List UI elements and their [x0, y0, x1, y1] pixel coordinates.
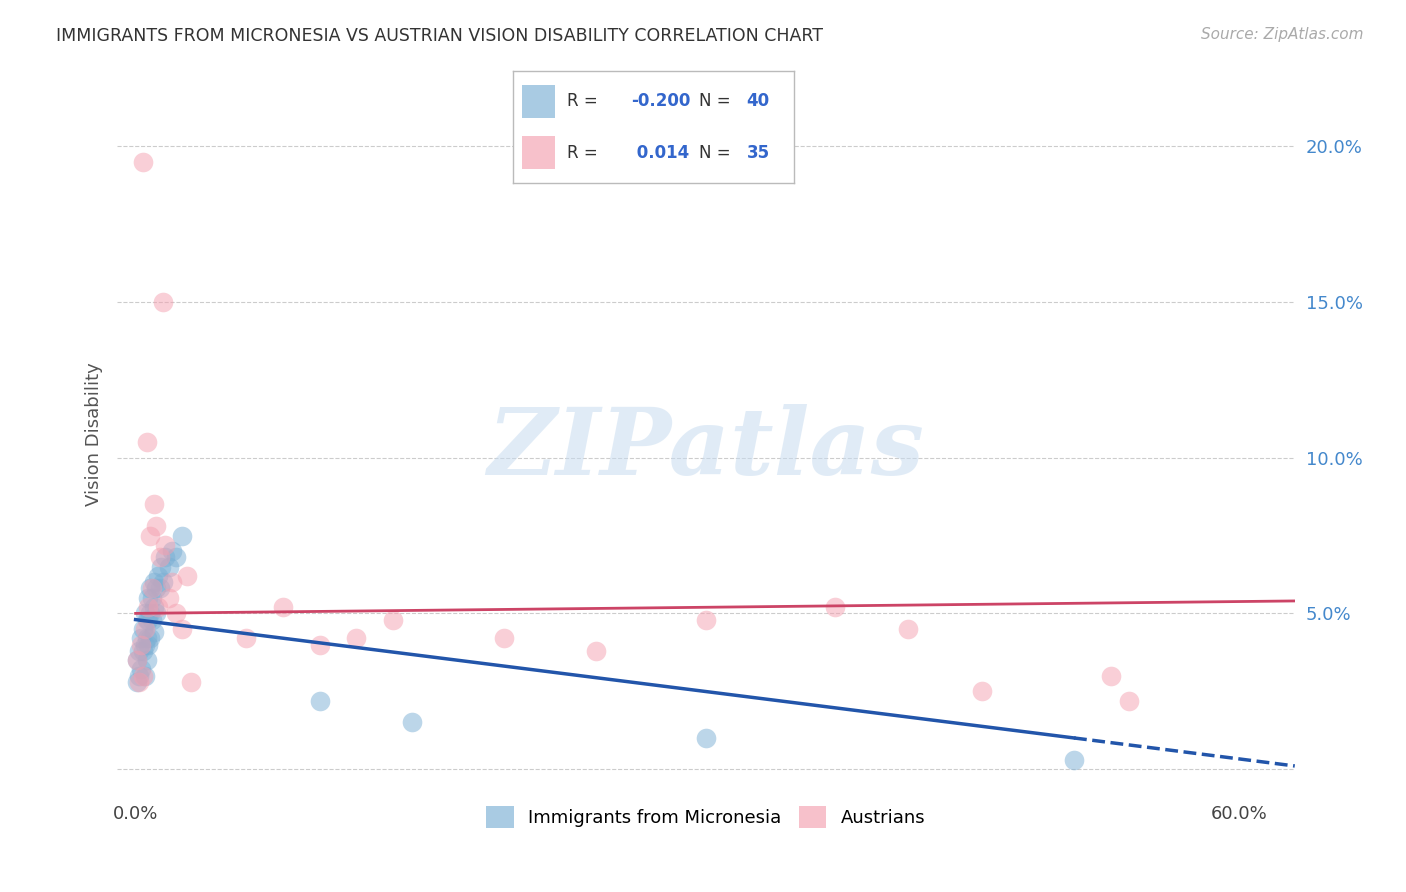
Point [170, 528, 193, 542]
Point [308, 638, 330, 652]
Point [1063, 753, 1085, 767]
Text: N =: N = [699, 144, 730, 161]
Y-axis label: Vision Disability: Vision Disability [86, 362, 103, 507]
Point [135, 613, 157, 627]
Text: Source: ZipAtlas.com: Source: ZipAtlas.com [1201, 27, 1364, 42]
Point [146, 569, 169, 583]
Point [143, 497, 166, 511]
Point [141, 582, 163, 596]
Text: N =: N = [699, 93, 730, 111]
Text: 35: 35 [747, 144, 769, 161]
Point [134, 607, 156, 621]
Point [695, 613, 717, 627]
Point [150, 559, 173, 574]
Point [138, 600, 160, 615]
Point [157, 591, 180, 605]
Point [143, 575, 166, 590]
Point [492, 632, 515, 646]
Point [138, 638, 160, 652]
Point [145, 607, 167, 621]
Text: R =: R = [567, 144, 598, 161]
Point [135, 632, 157, 646]
Point [143, 625, 166, 640]
Point [139, 632, 162, 646]
Point [401, 715, 423, 730]
Point [134, 622, 156, 636]
Text: 0.014: 0.014 [631, 144, 689, 161]
Point [132, 155, 155, 169]
Point [153, 538, 176, 552]
Point [148, 582, 170, 596]
Point [141, 591, 163, 605]
Point [128, 668, 150, 682]
Point [128, 644, 150, 658]
Point [148, 550, 170, 565]
Point [170, 622, 193, 636]
Text: ZIPatlas: ZIPatlas [488, 404, 925, 494]
Point [145, 519, 167, 533]
Point [132, 644, 155, 658]
FancyBboxPatch shape [522, 136, 555, 169]
Point [1099, 668, 1122, 682]
Point [824, 600, 846, 615]
Legend: Immigrants from Micronesia, Austrians: Immigrants from Micronesia, Austrians [479, 798, 932, 835]
Point [129, 662, 152, 676]
Point [176, 569, 198, 583]
Point [141, 613, 163, 627]
Point [180, 674, 202, 689]
Point [129, 632, 152, 646]
Point [235, 632, 257, 646]
Text: 40: 40 [747, 93, 769, 111]
Point [134, 668, 156, 682]
Text: -0.200: -0.200 [631, 93, 690, 111]
FancyBboxPatch shape [522, 85, 555, 119]
Point [1118, 693, 1140, 707]
Point [134, 638, 156, 652]
Point [132, 622, 155, 636]
Point [138, 613, 160, 627]
Point [132, 668, 155, 682]
Point [162, 544, 184, 558]
Point [308, 693, 330, 707]
Text: R =: R = [567, 93, 598, 111]
Text: IMMIGRANTS FROM MICRONESIA VS AUSTRIAN VISION DISABILITY CORRELATION CHART: IMMIGRANTS FROM MICRONESIA VS AUSTRIAN V… [56, 27, 824, 45]
Point [139, 582, 162, 596]
Point [127, 653, 149, 667]
Point [344, 632, 367, 646]
Point [695, 731, 717, 745]
Point [135, 435, 157, 450]
Point [585, 644, 607, 658]
Point [970, 684, 993, 698]
Point [152, 575, 174, 590]
Point [165, 607, 187, 621]
Point [127, 674, 149, 689]
Point [146, 600, 169, 615]
Point [382, 613, 405, 627]
Point [145, 582, 167, 596]
Point [138, 591, 160, 605]
Point [165, 550, 187, 565]
Point [271, 600, 294, 615]
Point [897, 622, 920, 636]
Point [127, 653, 149, 667]
Point [143, 600, 166, 615]
Point [162, 575, 184, 590]
Point [139, 528, 162, 542]
Point [152, 295, 174, 310]
Point [139, 607, 162, 621]
Point [128, 674, 150, 689]
Point [157, 559, 180, 574]
Point [153, 550, 176, 565]
Point [135, 653, 157, 667]
Point [129, 638, 152, 652]
